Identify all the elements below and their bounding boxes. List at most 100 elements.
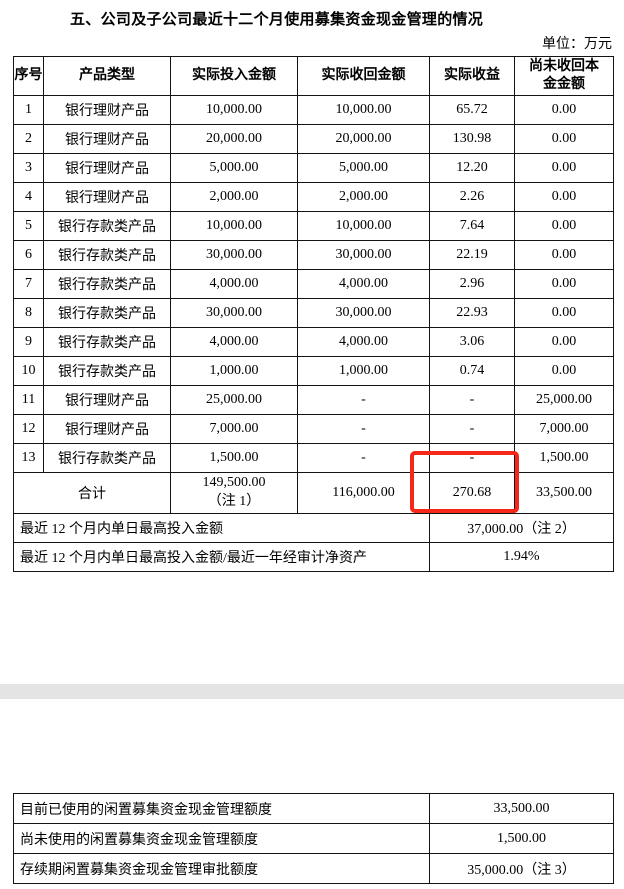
cell-type: 银行存款类产品 (43, 443, 171, 473)
quota-table: 目前已使用的闲置募集资金现金管理额度 33,500.00 尚未使用的闲置募集资金… (13, 793, 614, 884)
header-outstanding: 尚未收回本金金额 (514, 56, 614, 96)
max-daily-ratio-label: 最近 12 个月内单日最高投入金额/最近一年经审计净资产 (13, 542, 430, 572)
cell-type: 银行理财产品 (43, 95, 171, 125)
cell-income: - (429, 443, 515, 473)
cell-outstanding: 0.00 (514, 182, 614, 212)
cell-no: 3 (13, 153, 44, 183)
cell-no: 11 (13, 385, 44, 415)
cell-outstanding: 1,500.00 (514, 443, 614, 473)
cell-invested: 20,000.00 (170, 124, 298, 154)
header-recovered: 实际收回金额 (297, 56, 430, 96)
cell-recovered: - (297, 443, 430, 473)
cell-outstanding: 0.00 (514, 298, 614, 328)
total-outstanding: 33,500.00 (514, 472, 614, 514)
cell-income: - (429, 385, 515, 415)
cell-recovered: - (297, 385, 430, 415)
cell-type: 银行理财产品 (43, 385, 171, 415)
cell-invested: 10,000.00 (170, 211, 298, 241)
cell-income: 3.06 (429, 327, 515, 357)
table-row: 3 银行理财产品 5,000.00 5,000.00 12.20 0.00 (13, 153, 614, 183)
cell-recovered: - (297, 414, 430, 444)
table-row: 13 银行存款类产品 1,500.00 - - 1,500.00 (13, 443, 614, 473)
page-divider (0, 684, 624, 699)
cell-income: 2.96 (429, 269, 515, 299)
table-row: 4 银行理财产品 2,000.00 2,000.00 2.26 0.00 (13, 182, 614, 212)
max-daily-investment-value: 37,000.00（注 2） (429, 513, 614, 543)
table-row: 7 银行存款类产品 4,000.00 4,000.00 2.96 0.00 (13, 269, 614, 299)
cell-recovered: 4,000.00 (297, 327, 430, 357)
cell-no: 12 (13, 414, 44, 444)
quota-approved-value: 35,000.00（注 3） (429, 853, 614, 884)
total-row: 合计 149,500.00 （注 1） 116,000.00 270.68 33… (13, 472, 614, 514)
cell-no: 4 (13, 182, 44, 212)
cell-invested: 10,000.00 (170, 95, 298, 125)
total-label: 合计 (13, 472, 171, 514)
max-daily-investment-label: 最近 12 个月内单日最高投入金额 (13, 513, 430, 543)
cell-type: 银行存款类产品 (43, 211, 171, 241)
cell-recovered: 10,000.00 (297, 95, 430, 125)
cell-income: 65.72 (429, 95, 515, 125)
quota-row: 目前已使用的闲置募集资金现金管理额度 33,500.00 (13, 793, 614, 824)
table-row: 6 银行存款类产品 30,000.00 30,000.00 22.19 0.00 (13, 240, 614, 270)
header-row: 序号 产品类型 实际投入金额 实际收回金额 实际收益 尚未收回本金金额 (13, 56, 614, 96)
total-income: 270.68 (429, 472, 515, 514)
table-row: 8 银行存款类产品 30,000.00 30,000.00 22.93 0.00 (13, 298, 614, 328)
cell-income: 22.93 (429, 298, 515, 328)
cell-recovered: 2,000.00 (297, 182, 430, 212)
cell-no: 13 (13, 443, 44, 473)
cell-type: 银行存款类产品 (43, 356, 171, 386)
cash-management-table: 序号 产品类型 实际投入金额 实际收回金额 实际收益 尚未收回本金金额 1 银行… (13, 56, 614, 572)
cell-no: 1 (13, 95, 44, 125)
quota-used-label: 目前已使用的闲置募集资金现金管理额度 (13, 793, 430, 824)
cell-income: 7.64 (429, 211, 515, 241)
cell-no: 7 (13, 269, 44, 299)
cell-recovered: 10,000.00 (297, 211, 430, 241)
cell-no: 9 (13, 327, 44, 357)
cell-recovered: 5,000.00 (297, 153, 430, 183)
cell-outstanding: 0.00 (514, 211, 614, 241)
table-row: 9 银行存款类产品 4,000.00 4,000.00 3.06 0.00 (13, 327, 614, 357)
cell-invested: 1,000.00 (170, 356, 298, 386)
header-no: 序号 (13, 56, 44, 96)
cell-outstanding: 0.00 (514, 124, 614, 154)
header-income: 实际收益 (429, 56, 515, 96)
cell-outstanding: 0.00 (514, 95, 614, 125)
cell-outstanding: 0.00 (514, 327, 614, 357)
cell-income: 130.98 (429, 124, 515, 154)
cell-no: 5 (13, 211, 44, 241)
quota-used-value: 33,500.00 (429, 793, 614, 824)
cell-recovered: 30,000.00 (297, 240, 430, 270)
page-title: 五、公司及子公司最近十二个月使用募集资金现金管理的情况 (70, 12, 484, 28)
cell-outstanding: 0.00 (514, 240, 614, 270)
cell-income: 12.20 (429, 153, 515, 183)
summary-row: 最近 12 个月内单日最高投入金额 37,000.00（注 2） (13, 513, 614, 543)
cell-recovered: 1,000.00 (297, 356, 430, 386)
table-row: 12 银行理财产品 7,000.00 - - 7,000.00 (13, 414, 614, 444)
cell-outstanding: 0.00 (514, 356, 614, 386)
cell-type: 银行理财产品 (43, 414, 171, 444)
cell-type: 银行存款类产品 (43, 269, 171, 299)
cell-invested: 7,000.00 (170, 414, 298, 444)
cell-income: 0.74 (429, 356, 515, 386)
cell-outstanding: 7,000.00 (514, 414, 614, 444)
cell-recovered: 4,000.00 (297, 269, 430, 299)
total-invested-amount: 149,500.00 (202, 475, 266, 491)
cell-invested: 1,500.00 (170, 443, 298, 473)
cell-type: 银行存款类产品 (43, 298, 171, 328)
cell-income: 22.19 (429, 240, 515, 270)
cell-invested: 4,000.00 (170, 269, 298, 299)
quota-approved-label: 存续期闲置募集资金现金管理审批额度 (13, 853, 430, 884)
cell-recovered: 30,000.00 (297, 298, 430, 328)
table-row: 11 银行理财产品 25,000.00 - - 25,000.00 (13, 385, 614, 415)
cell-no: 2 (13, 124, 44, 154)
quota-unused-value: 1,500.00 (429, 823, 614, 854)
cell-no: 8 (13, 298, 44, 328)
cell-invested: 30,000.00 (170, 240, 298, 270)
cell-invested: 25,000.00 (170, 385, 298, 415)
unit-label: 单位：万元 (542, 37, 612, 52)
quota-row: 尚未使用的闲置募集资金现金管理额度 1,500.00 (13, 823, 614, 854)
summary-row: 最近 12 个月内单日最高投入金额/最近一年经审计净资产 1.94% (13, 542, 614, 572)
table-row: 10 银行存款类产品 1,000.00 1,000.00 0.74 0.00 (13, 356, 614, 386)
cell-outstanding: 0.00 (514, 269, 614, 299)
